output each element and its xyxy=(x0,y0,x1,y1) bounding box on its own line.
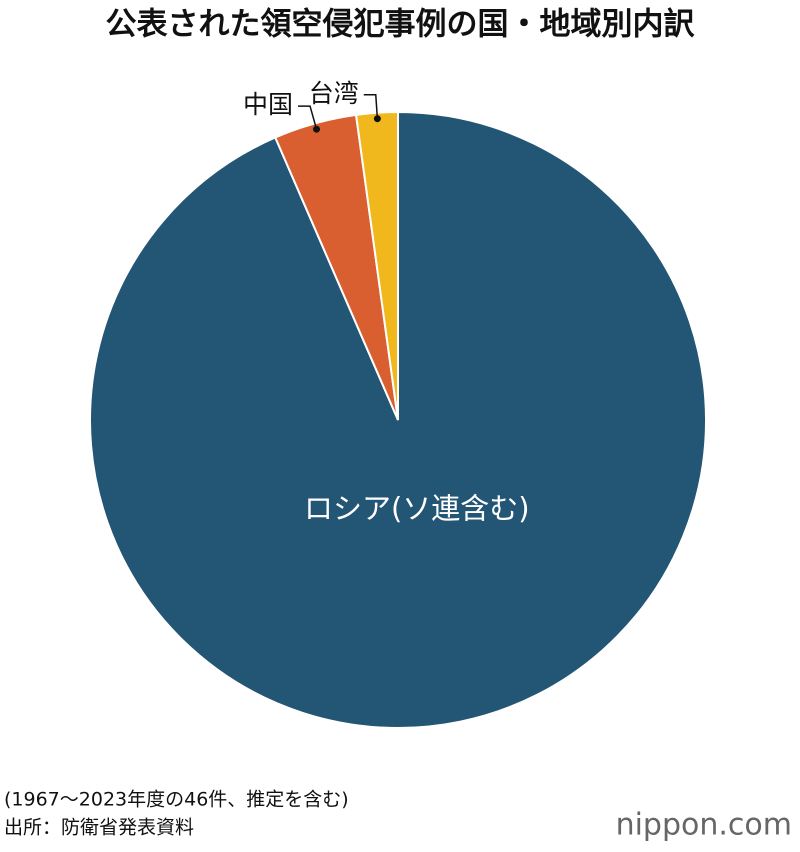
pie: ロシア(ソ連含む) 中国 台湾 xyxy=(89,79,707,729)
slice-label: ロシア(ソ連含む) xyxy=(304,491,530,525)
source: 出所：防衛省発表資料 xyxy=(4,817,194,839)
chart-title: 公表された領空侵犯事例の国・地域別内訳 xyxy=(106,7,696,43)
slice-label: 台湾 xyxy=(309,79,359,108)
leader-line xyxy=(298,105,318,130)
note: (1967〜2023年度の46件、推定を含む) xyxy=(4,789,349,811)
logo: nippon.com xyxy=(616,808,792,843)
leader-line xyxy=(363,94,379,119)
slice-label: 中国 xyxy=(243,90,293,119)
